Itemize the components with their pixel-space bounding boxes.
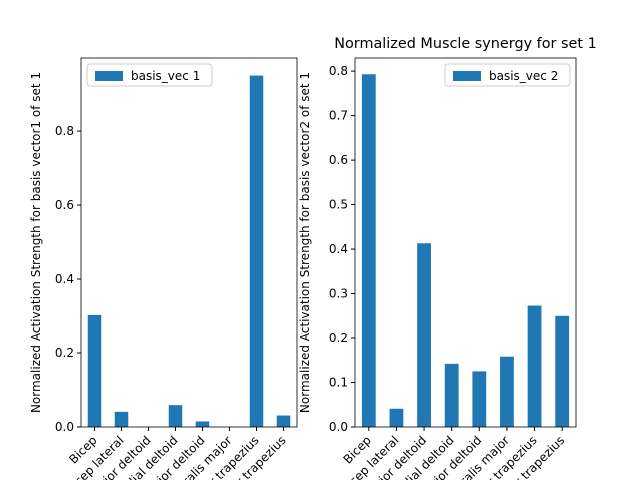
y-tick-label: 0.5: [329, 198, 348, 212]
bar: [389, 408, 404, 427]
y-tick-label: 0.7: [329, 109, 348, 123]
y-tick-label: 0.0: [329, 420, 348, 434]
bar: [276, 415, 291, 427]
y-tick-label: 0.4: [329, 242, 348, 256]
y-tick-label: 0.3: [329, 287, 348, 301]
y-tick-label: 0.4: [55, 272, 74, 286]
y-tick-label: 0.8: [55, 124, 74, 138]
bar: [114, 411, 129, 427]
y-tick-label: 0.6: [329, 153, 348, 167]
axes-frame: [354, 57, 577, 428]
y-tick-label: 0.1: [329, 376, 348, 390]
bar: [195, 421, 210, 427]
bar: [168, 405, 183, 427]
bar: [500, 356, 514, 427]
y-tick-label: 0.0: [55, 420, 74, 434]
bar: [472, 371, 487, 427]
legend-swatch: [453, 71, 481, 81]
bar: [555, 315, 570, 427]
legend-swatch: [95, 71, 123, 81]
y-tick-label: 0.2: [329, 331, 348, 345]
y-tick-label: 0.8: [329, 64, 348, 78]
bar: [444, 363, 459, 427]
bar: [249, 75, 264, 428]
axes-frame: [80, 57, 298, 428]
bar: [417, 243, 431, 427]
y-axis-label: Normalized Activation Strength for basis…: [29, 72, 43, 413]
bar: [361, 74, 376, 428]
y-tick-label: 0.6: [55, 198, 74, 212]
bar: [527, 305, 542, 427]
y-axis-label: Normalized Activation Strength for basis…: [298, 72, 312, 413]
chart-title: Normalized Muscle synergy for set 1: [334, 36, 597, 52]
legend-label: basis_vec 1: [131, 69, 200, 83]
legend: basis_vec 1: [86, 63, 213, 87]
legend: basis_vec 2: [444, 63, 571, 87]
y-tick-label: 0.2: [55, 346, 74, 360]
bar: [87, 314, 102, 427]
legend-label: basis_vec 2: [489, 69, 558, 83]
